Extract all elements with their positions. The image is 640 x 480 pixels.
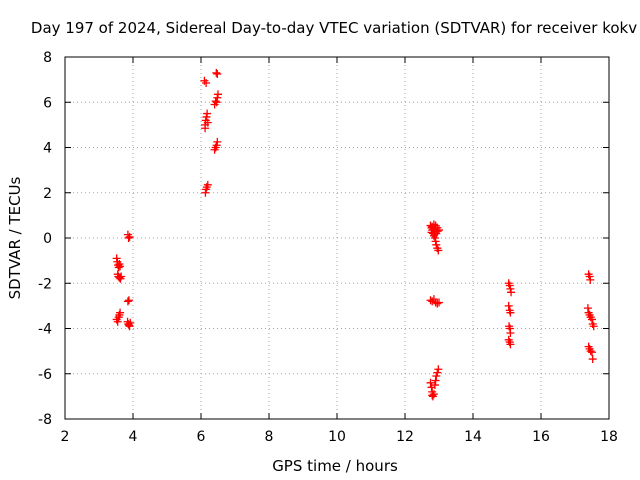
data-point-marker [433, 368, 442, 377]
y-tick-label: -2 [38, 276, 52, 292]
data-point-marker [507, 288, 516, 297]
y-axis-label: SDTVAR / TECUs [6, 176, 24, 299]
data-point-marker [426, 378, 435, 387]
x-tick-label: 14 [464, 429, 482, 445]
data-point-marker [588, 348, 596, 357]
x-tick-label: 12 [396, 429, 414, 445]
data-point-marker [203, 180, 212, 189]
data-point-marker [213, 93, 222, 102]
data-point-marker [504, 301, 513, 310]
data-point-marker [202, 112, 211, 121]
data-point-marker [505, 281, 514, 290]
data-point-marker [588, 355, 597, 364]
data-point-marker [506, 308, 515, 317]
data-point-marker [201, 124, 210, 133]
data-point-marker [432, 240, 441, 249]
y-tick-label: -6 [38, 367, 52, 383]
data-point-marker [589, 322, 598, 331]
chart-title: Day 197 of 2024, Sidereal Day-to-day VTE… [31, 19, 637, 37]
y-tick-label: -8 [38, 412, 52, 428]
data-point-marker [428, 391, 437, 400]
data-point-marker [506, 329, 515, 338]
data-point-marker [430, 234, 439, 242]
data-point-marker [586, 275, 595, 284]
data-point-marker [126, 318, 135, 327]
data-point-marker [588, 315, 596, 324]
x-tick-label: 18 [600, 429, 618, 445]
data-point-marker [429, 390, 438, 399]
data-point-marker [117, 272, 126, 281]
data-point-marker [583, 304, 592, 313]
data-point-marker [433, 299, 442, 308]
x-tick-label: 6 [197, 429, 206, 445]
data-points [112, 68, 598, 401]
y-tick-label: 4 [43, 141, 52, 157]
data-point-marker [434, 365, 443, 374]
data-point-marker [116, 262, 125, 271]
y-tick-label: 8 [43, 50, 52, 66]
data-point-marker [586, 347, 595, 356]
data-point-marker [430, 381, 439, 390]
data-point-marker [429, 295, 438, 304]
data-point-marker [435, 298, 443, 307]
data-point-marker [113, 317, 122, 326]
data-point-marker [431, 376, 440, 385]
x-tick-label: 4 [129, 429, 138, 445]
data-point-marker [211, 97, 220, 106]
data-point-marker [434, 246, 443, 255]
data-point-marker [203, 118, 212, 127]
y-tick-label: -4 [38, 322, 52, 338]
data-point-marker [115, 273, 124, 282]
data-point-marker [116, 308, 125, 317]
data-point-marker [114, 263, 123, 272]
data-point-marker [506, 340, 515, 349]
data-point-marker [203, 109, 212, 118]
grid-lines [65, 57, 609, 419]
data-point-marker [432, 372, 441, 381]
data-point-marker [202, 79, 211, 88]
data-point-marker [124, 234, 133, 242]
x-tick-label: 2 [61, 429, 70, 445]
data-point-marker [124, 296, 133, 305]
data-point-marker [112, 254, 121, 263]
data-point-marker [201, 188, 210, 197]
data-point-marker [585, 272, 594, 281]
x-tick-label: 10 [328, 429, 346, 445]
data-point-marker [214, 90, 222, 99]
y-tick-label: 6 [43, 95, 52, 111]
data-point-marker [506, 284, 515, 293]
plot-frame [64, 56, 610, 420]
axis-ticks: 2 4 6 8 10 12 14 16 18 -8 -6 -4 -2 0 2 4 6 8 [38, 50, 618, 445]
x-axis-label: GPS time / hours [272, 457, 398, 475]
x-tick-label: 8 [265, 429, 274, 445]
data-point-marker [123, 297, 132, 306]
data-point-marker [212, 98, 221, 107]
y-tick-label: 0 [43, 231, 52, 247]
data-point-marker [125, 322, 134, 331]
data-point-marker [212, 68, 221, 77]
data-point-marker [433, 227, 442, 236]
data-point-marker [426, 296, 435, 305]
data-point-marker [212, 141, 221, 150]
data-point-marker [213, 137, 222, 146]
data-point-marker [213, 69, 222, 78]
data-point-marker [427, 228, 436, 237]
x-tick-label: 16 [532, 429, 550, 445]
y-tick-label: 2 [43, 186, 52, 202]
data-point-marker [431, 237, 440, 246]
data-point-marker [125, 232, 134, 241]
